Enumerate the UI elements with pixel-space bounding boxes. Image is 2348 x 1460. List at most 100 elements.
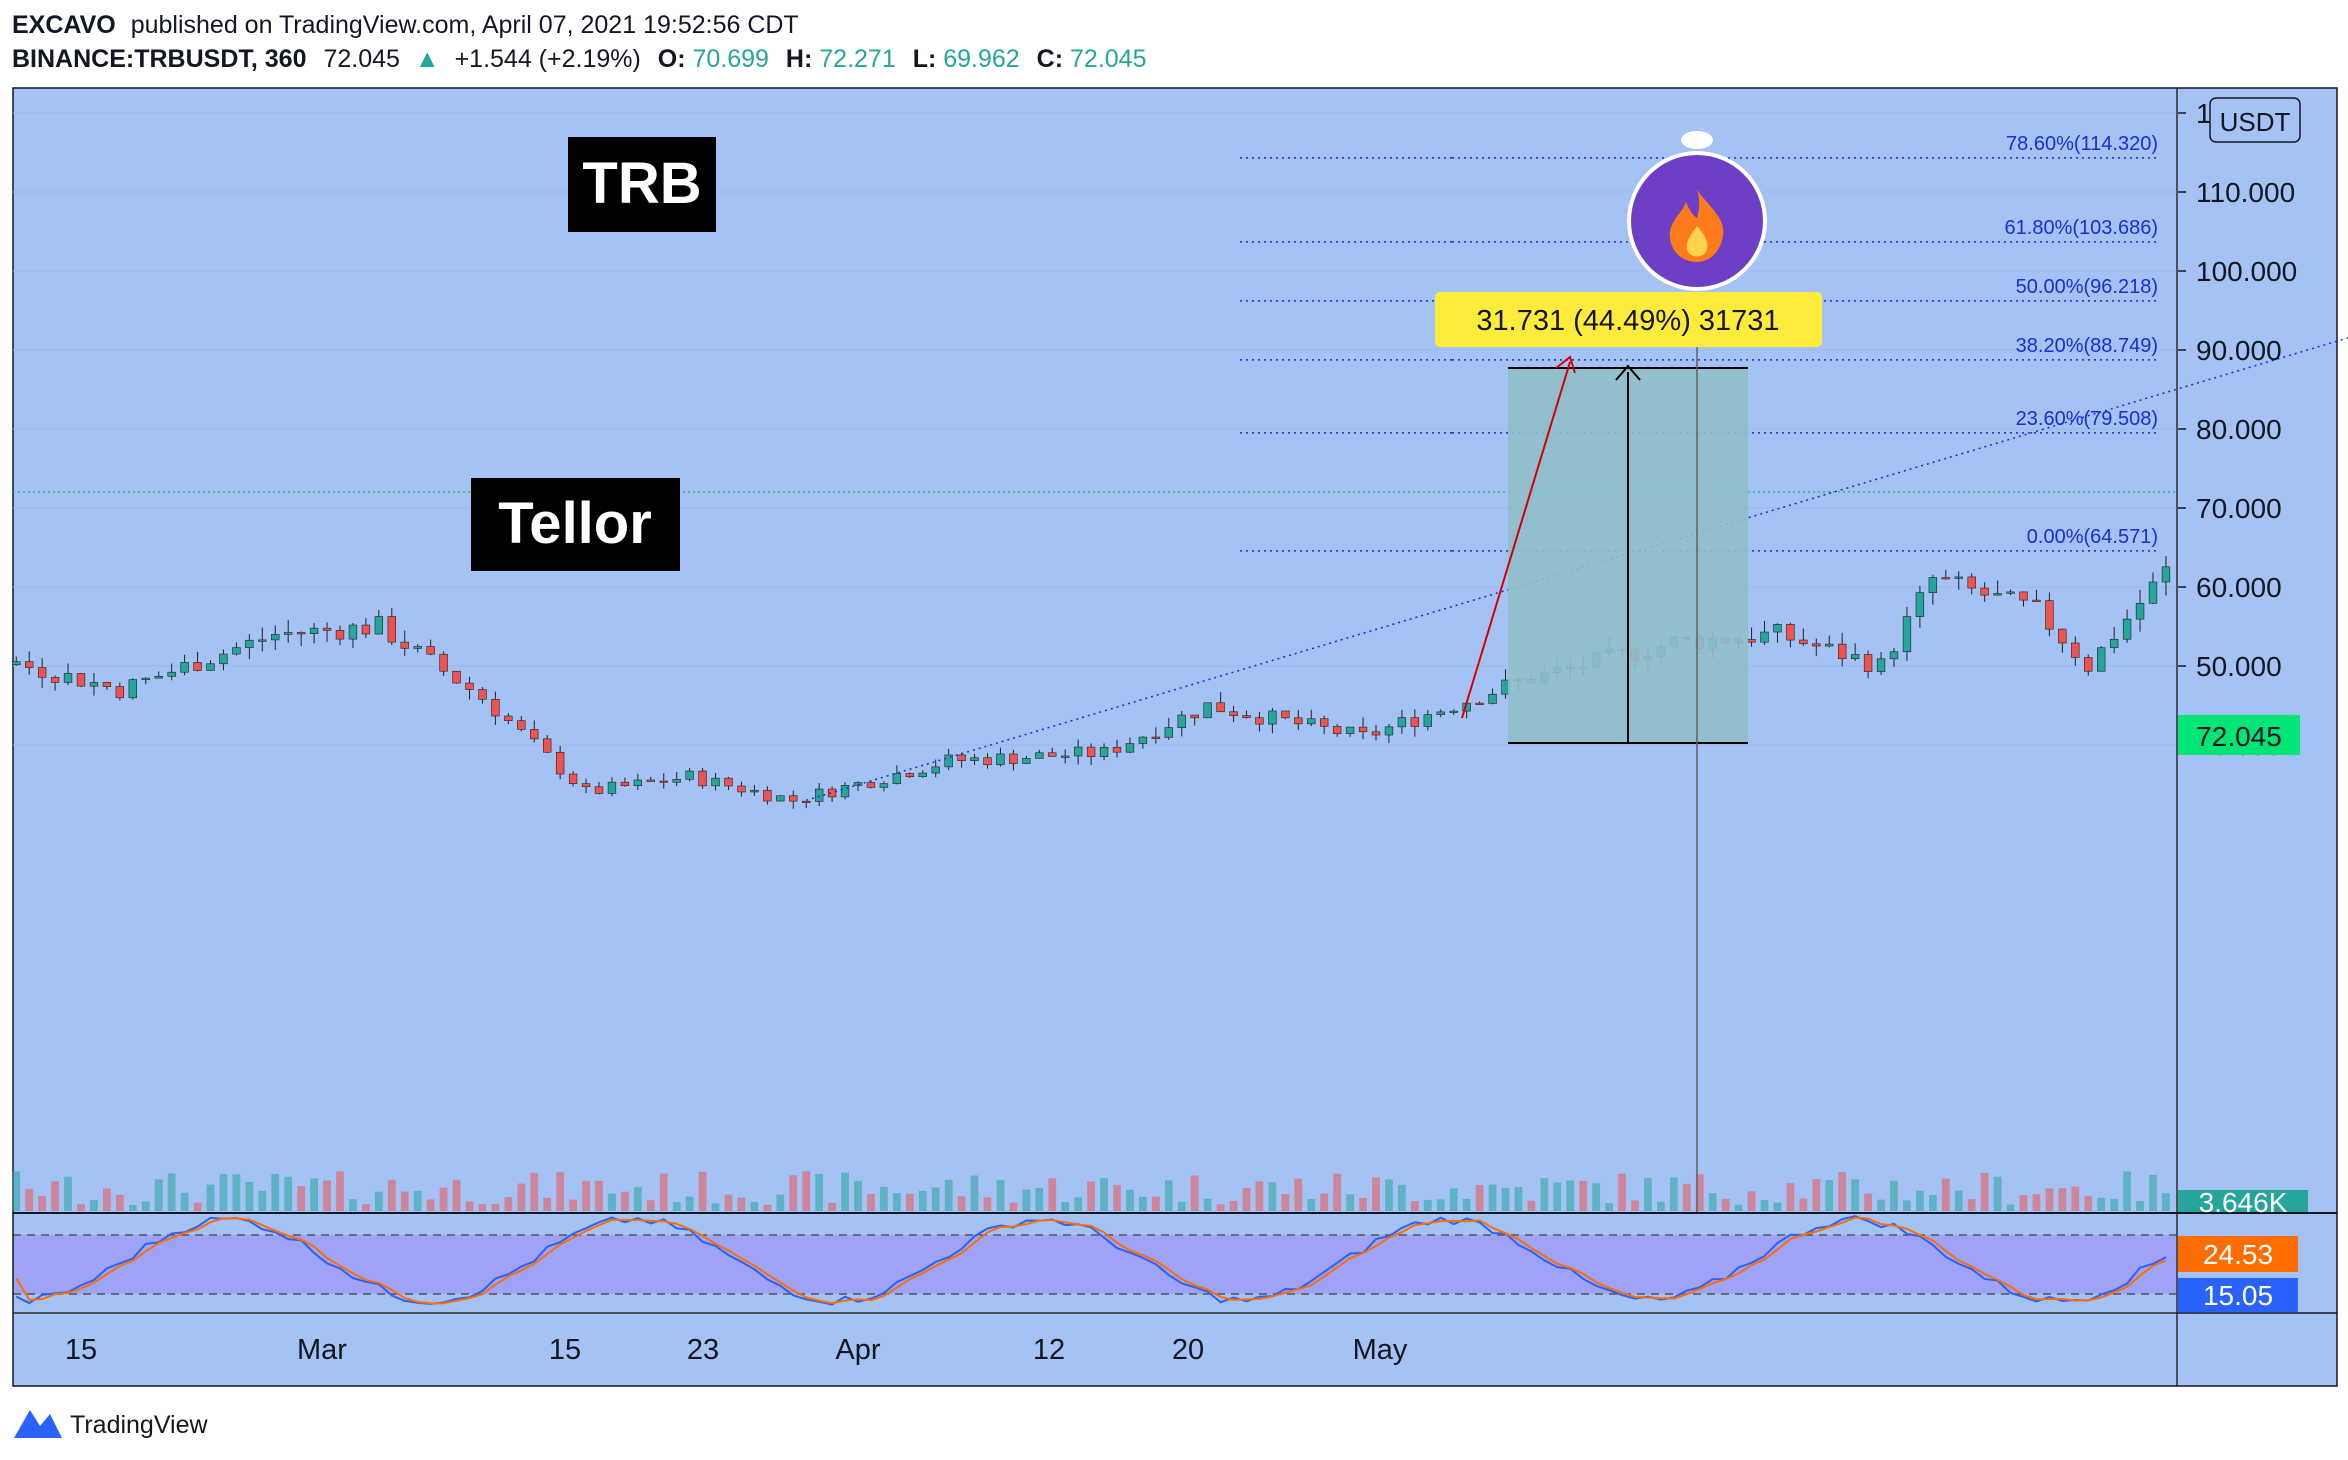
candle-bearish[interactable] [530, 729, 539, 740]
candle-bearish[interactable] [1786, 624, 1795, 641]
candle-bearish[interactable] [1229, 711, 1238, 716]
candle-bullish[interactable] [996, 753, 1005, 766]
candle-bearish[interactable] [646, 779, 655, 782]
candle-bullish[interactable] [931, 766, 940, 774]
candle-bullish[interactable] [1022, 758, 1031, 764]
candle-bullish[interactable] [944, 754, 953, 768]
candle-bullish[interactable] [2122, 618, 2132, 640]
candle-bearish[interactable] [400, 641, 409, 649]
candle-bearish[interactable] [1281, 710, 1290, 719]
candle-bearish[interactable] [620, 781, 630, 787]
candle-bearish[interactable] [1294, 717, 1303, 725]
candle-bearish[interactable] [737, 785, 746, 793]
candle-bullish[interactable] [1345, 726, 1355, 734]
candle-bullish[interactable] [1876, 658, 1886, 672]
candle-bearish[interactable] [866, 782, 876, 788]
candle-bearish[interactable] [25, 661, 34, 668]
candle-bullish[interactable] [1035, 752, 1044, 759]
candle-bullish[interactable] [258, 639, 267, 642]
candle-bearish[interactable] [1320, 718, 1329, 727]
candle-bullish[interactable] [1125, 743, 1135, 753]
candle-bullish[interactable] [1889, 651, 1899, 660]
candle-bullish[interactable] [1061, 755, 1070, 758]
candle-bearish[interactable] [1410, 717, 1420, 727]
candle-bearish[interactable] [1941, 577, 1950, 580]
candle-bullish[interactable] [89, 682, 99, 687]
candle-bullish[interactable] [1928, 577, 1938, 593]
candle-bullish[interactable] [970, 757, 979, 761]
candle-bullish[interactable] [167, 671, 176, 677]
candle-bearish[interactable] [491, 699, 500, 717]
candle-bearish[interactable] [543, 738, 552, 753]
candle-bearish[interactable] [322, 627, 332, 631]
candle-bullish[interactable] [284, 632, 293, 635]
candle-bullish[interactable] [2135, 603, 2145, 620]
candle-bullish[interactable] [711, 777, 720, 787]
candle-bearish[interactable] [905, 773, 914, 778]
candle-bullish[interactable] [633, 779, 643, 787]
candle-bullish[interactable] [12, 661, 21, 666]
candle-bullish[interactable] [141, 677, 150, 680]
candle-bullish[interactable] [892, 773, 902, 784]
candle-bearish[interactable] [1112, 746, 1122, 753]
candle-bearish[interactable] [76, 673, 86, 687]
candle-bullish[interactable] [750, 789, 759, 793]
candle-bearish[interactable] [1151, 736, 1161, 739]
measure-tool[interactable]: 31.731 (44.49%) 31731 [1435, 292, 1822, 1212]
candle-bearish[interactable] [1255, 717, 1264, 725]
candle-bearish[interactable] [555, 751, 565, 775]
candle-bullish[interactable] [1773, 624, 1782, 633]
candle-bullish[interactable] [853, 782, 863, 786]
candle-bearish[interactable] [387, 616, 396, 643]
candle-bullish[interactable] [607, 781, 617, 794]
candle-bearish[interactable] [2045, 600, 2054, 630]
candle-bearish[interactable] [1838, 643, 1847, 660]
candle-bearish[interactable] [1980, 587, 1989, 596]
candle-bearish[interactable] [426, 646, 435, 655]
candle-bullish[interactable] [840, 785, 850, 798]
fire-badge[interactable] [1627, 131, 1767, 291]
candle-bearish[interactable] [983, 757, 992, 766]
candle-bullish[interactable] [1073, 746, 1083, 757]
candle-bearish[interactable] [296, 632, 306, 635]
candle-bullish[interactable] [309, 627, 319, 635]
candle-bullish[interactable] [1384, 726, 1394, 736]
candle-bullish[interactable] [918, 772, 927, 778]
candle-bearish[interactable] [335, 630, 345, 640]
candle-bearish[interactable] [517, 720, 526, 730]
candle-bullish[interactable] [1915, 592, 1925, 617]
candle-bullish[interactable] [879, 783, 889, 788]
candle-bullish[interactable] [1993, 593, 2002, 596]
candle-bearish[interactable] [102, 682, 112, 687]
price-axis-background[interactable] [2178, 88, 2337, 1314]
candle-bearish[interactable] [957, 754, 966, 761]
candle-bearish[interactable] [1371, 731, 1381, 736]
candle-bullish[interactable] [1138, 736, 1148, 744]
candle-bearish[interactable] [1048, 752, 1057, 757]
currency-label-box[interactable] [2209, 97, 2301, 143]
candle-bullish[interactable] [128, 679, 137, 699]
candle-bearish[interactable] [1799, 639, 1808, 645]
candle-bearish[interactable] [2032, 599, 2041, 602]
candle-bullish[interactable] [1488, 693, 1497, 704]
candle-bearish[interactable] [1332, 726, 1342, 734]
candle-bearish[interactable] [1358, 726, 1368, 733]
candle-bearish[interactable] [724, 777, 733, 787]
candle-bullish[interactable] [413, 646, 422, 649]
candle-bearish[interactable] [1747, 639, 1756, 643]
candle-bearish[interactable] [1967, 576, 1976, 589]
candle-bearish[interactable] [1475, 702, 1484, 705]
candle-bearish[interactable] [1216, 702, 1225, 713]
candle-bullish[interactable] [206, 663, 215, 671]
candle-bullish[interactable] [814, 788, 824, 802]
candle-bearish[interactable] [763, 789, 772, 802]
candle-bullish[interactable] [1760, 631, 1769, 643]
candle-bullish[interactable] [1099, 746, 1109, 757]
candle-bullish[interactable] [1203, 702, 1212, 719]
candle-bullish[interactable] [1850, 654, 1860, 660]
candle-bearish[interactable] [361, 624, 371, 635]
candle-bullish[interactable] [154, 675, 163, 679]
candle-bearish[interactable] [789, 795, 798, 802]
candle-bearish[interactable] [1242, 715, 1251, 718]
candle-bullish[interactable] [348, 624, 358, 640]
